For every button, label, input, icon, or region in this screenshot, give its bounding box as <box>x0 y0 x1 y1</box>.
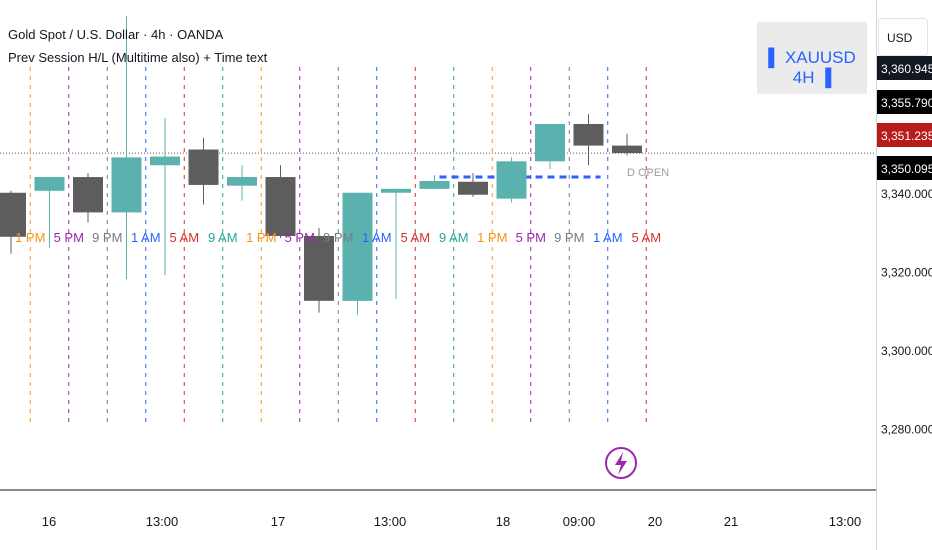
price-tag-value: 3,351.235 <box>881 129 932 143</box>
time-tick-label: 13:00 <box>146 514 179 529</box>
price-tick-label: 3,340.000 <box>881 187 932 201</box>
time-tick-label: 21 <box>724 514 738 529</box>
candle-body <box>573 123 604 146</box>
session-label: 1 AM <box>362 230 392 245</box>
candle-body <box>150 156 180 166</box>
session-label: 5 PM <box>285 230 315 245</box>
price-tag-bg <box>877 123 932 147</box>
candle-body <box>34 177 65 191</box>
candle <box>227 165 257 201</box>
candle <box>573 114 604 166</box>
price-tag: 3,350.095 <box>877 156 932 180</box>
session-label: 1 AM <box>131 230 161 245</box>
candle <box>381 188 411 299</box>
candle-body <box>0 192 26 237</box>
symbol-badge-text: ▌ XAUUSD 4H ▐ <box>768 48 856 87</box>
candle <box>342 192 373 315</box>
time-tick-label: 13:00 <box>374 514 407 529</box>
time-tick-label: 20 <box>648 514 662 529</box>
session-label: 9 PM <box>554 230 584 245</box>
candle-body <box>535 123 565 162</box>
price-tag-value: 3,355.790 <box>881 96 932 110</box>
session-label: 5 AM <box>631 230 661 245</box>
time-tick-label: 17 <box>271 514 285 529</box>
session-label: 5 PM <box>54 230 84 245</box>
candle <box>304 228 334 313</box>
time-tick-label: 09:00 <box>563 514 596 529</box>
candle <box>419 175 450 189</box>
session-label: 1 PM <box>477 230 507 245</box>
price-tick-label: 3,320.000 <box>881 265 932 279</box>
time-tick-label: 16 <box>42 514 56 529</box>
candle <box>496 157 527 203</box>
lightning-icon-bolt <box>615 452 627 475</box>
price-tick-label: 3,300.000 <box>881 344 932 358</box>
price-tick-label: 3,280.000 <box>881 423 932 437</box>
currency-button[interactable]: USD <box>878 18 928 56</box>
session-label: 5 AM <box>400 230 430 245</box>
candle <box>111 15 142 280</box>
candle-body <box>381 188 411 193</box>
session-label: 5 AM <box>169 230 199 245</box>
candle-body <box>111 157 142 213</box>
price-tag: 3,360.945 <box>877 56 932 80</box>
candle-body <box>419 180 450 189</box>
session-label: 9 PM <box>323 230 353 245</box>
session-label: 9 AM <box>439 230 469 245</box>
price-tag-bg <box>877 156 932 180</box>
candle <box>34 177 65 248</box>
session-label: 9 PM <box>92 230 122 245</box>
candle-body <box>458 181 488 195</box>
candle <box>73 173 103 223</box>
session-label: 1 PM <box>246 230 276 245</box>
candle-body <box>188 149 219 185</box>
time-tick-label: 18 <box>496 514 510 529</box>
candle <box>265 165 296 238</box>
price-tag: 3,351.235 <box>877 123 932 147</box>
candle <box>150 118 180 276</box>
price-tag-value: 3,360.945 <box>881 62 932 76</box>
candle <box>188 137 219 205</box>
candle-body <box>73 177 103 213</box>
candle <box>612 133 642 156</box>
price-tag-bg <box>877 56 932 80</box>
candle-body <box>612 145 642 154</box>
indicator-label[interactable]: Prev Session H/L (Multitime also) + Time… <box>8 50 268 65</box>
candle-body <box>496 161 527 199</box>
chart-title: Gold Spot / U.S. Dollar · 4h · OANDA <box>8 27 224 42</box>
d-open-label: D OPEN <box>627 167 669 179</box>
candle <box>535 123 565 170</box>
candle-body <box>265 177 296 236</box>
candle-body <box>342 192 373 301</box>
candle <box>458 173 488 197</box>
lightning-icon <box>605 447 637 479</box>
session-label: 1 PM <box>15 230 45 245</box>
candle <box>0 190 26 254</box>
time-tick-label: 13:00 <box>829 514 862 529</box>
session-label: 9 AM <box>208 230 238 245</box>
price-tag-bg <box>877 90 932 114</box>
session-label: 5 PM <box>516 230 546 245</box>
candle-body <box>227 177 257 186</box>
price-tag-value: 3,350.095 <box>881 162 932 176</box>
session-label: 1 AM <box>593 230 623 245</box>
symbol-badge: ▌ XAUUSD 4H ▐ <box>757 22 867 94</box>
price-tag: 3,355.790 <box>877 90 932 114</box>
candle-body <box>304 235 334 301</box>
